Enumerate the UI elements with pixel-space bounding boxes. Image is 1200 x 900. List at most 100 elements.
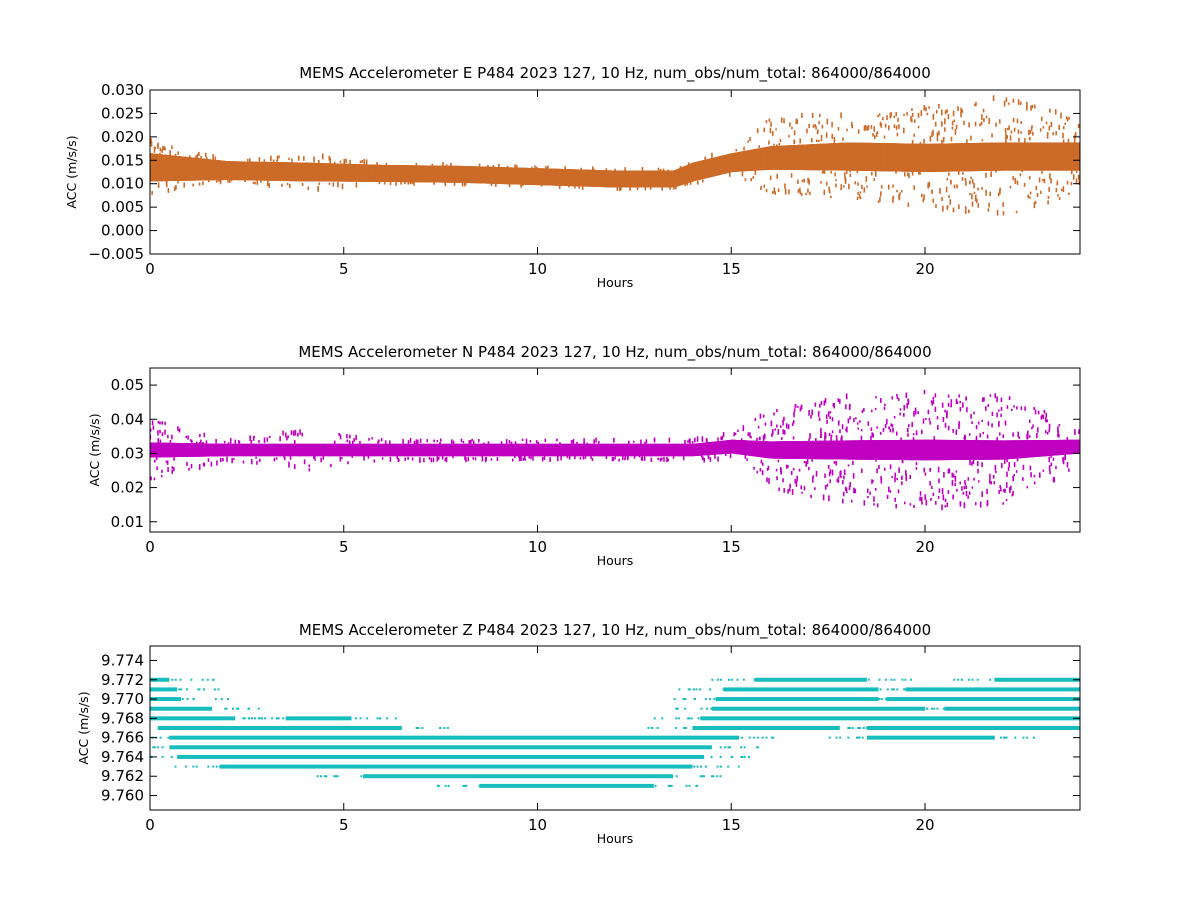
panel-e-data-point — [981, 114, 983, 120]
panel-e-data-point — [870, 125, 873, 130]
panel-n-data-point — [378, 439, 380, 443]
panel-n-data-point — [452, 440, 455, 447]
panel-n-data-point — [156, 466, 158, 471]
panel-e-data-point — [942, 137, 945, 143]
panel-e-data-point — [998, 119, 1001, 124]
panel-e-data-point — [808, 179, 811, 185]
panel-e-data-point — [973, 191, 976, 194]
panel-e-data-point — [883, 135, 886, 139]
panel-n-data-point — [787, 489, 789, 494]
panel-n-data-point — [793, 411, 795, 418]
panel-e-data-point — [1020, 131, 1022, 134]
panel-e-data-point — [845, 168, 848, 174]
panel-n-data-point — [339, 456, 342, 462]
panel-n-data-point — [333, 440, 336, 446]
panel-n-data-point — [341, 457, 343, 460]
panel-e-data-point — [923, 194, 925, 201]
panel-e-data-point — [752, 176, 755, 179]
panel-n-data-point — [663, 456, 665, 462]
panel-e-data-point — [882, 117, 884, 121]
panel-n-data-point — [233, 458, 235, 461]
panel-n-data-point — [384, 440, 387, 445]
panel-e-data-point — [873, 126, 876, 132]
panel-e-data-point — [1017, 99, 1020, 105]
panel-e-data-point — [928, 106, 930, 109]
panel-n-data-point — [428, 456, 431, 460]
panel-e-data-point — [801, 179, 804, 183]
panel-n-data-point — [595, 437, 597, 443]
panel-n-data-point — [556, 455, 559, 462]
panel-n-data-point — [190, 439, 192, 442]
panel-e-data-point — [669, 186, 671, 190]
panel-n-data-point — [373, 459, 376, 463]
panel-e-data-point — [974, 103, 976, 107]
panel-e-data-point — [204, 152, 207, 158]
panel-e-data-point — [1057, 194, 1059, 197]
panel-n-data-point — [199, 441, 201, 445]
panel-n-data-point — [709, 457, 712, 462]
panel-e-data-point — [799, 138, 801, 144]
panel-n-data-point — [701, 436, 704, 442]
panel-n-data-point — [659, 457, 662, 462]
panel-n-data-point — [445, 457, 448, 463]
panel-e-data-point — [815, 139, 818, 143]
panel-n-data-point — [756, 437, 758, 444]
panel-e-data-point — [198, 182, 201, 186]
panel-n-data-point — [234, 439, 237, 445]
panel-n-data-point — [772, 429, 774, 435]
panel-n-data-point — [250, 458, 253, 465]
panel-n-data-point — [696, 436, 699, 442]
panel-e-data-point — [941, 121, 943, 127]
panel-n-data-point — [433, 439, 435, 443]
panel-e-data-point — [227, 177, 229, 183]
panel-n-data-point — [477, 438, 480, 443]
panel-e-data-point — [431, 163, 434, 167]
panel-e-data-point — [1026, 101, 1028, 107]
panel-e-data-point — [506, 165, 509, 169]
panel-e-data-point — [343, 158, 346, 165]
panel-n-data-point — [259, 458, 261, 462]
panel-e-data-point — [328, 155, 331, 161]
panel-e-data-point — [923, 138, 925, 144]
panel-n-data-point — [282, 430, 284, 436]
panel-n-data-point — [668, 437, 671, 443]
panel-n-data-point — [742, 425, 745, 432]
panel-n-data-point — [275, 457, 278, 460]
panel-e-data-point — [286, 182, 289, 186]
panel-e-data-point — [835, 179, 837, 182]
panel-e-data-point — [151, 190, 153, 195]
panel-e-data-point — [619, 185, 621, 192]
panel-e-data-point — [363, 158, 365, 165]
panel-e-data-point — [1050, 121, 1053, 128]
panel-e-data-point — [866, 185, 868, 188]
panel-e-data-point — [890, 112, 892, 118]
panel-e-data-point — [995, 170, 997, 173]
panel-e-data-point — [979, 123, 981, 127]
panel-e-data-point — [1031, 125, 1033, 128]
panel-n-data-point — [338, 432, 340, 436]
panel-e-data-point — [815, 126, 817, 130]
panel-e-data-point — [1021, 169, 1024, 173]
panel-e-data-point — [821, 171, 824, 174]
panel-e-data-point — [968, 122, 970, 128]
panel-e-data-point — [605, 168, 608, 172]
panel-e-data-point — [165, 181, 168, 188]
panel-n-data-point — [618, 458, 620, 462]
panel-e-data-point — [768, 118, 771, 122]
panel-e-y-ticks: −0.0050.0000.0050.0100.0150.0200.0250.03… — [88, 81, 1080, 263]
panel-e-data-point — [966, 139, 968, 144]
panel-e-data-point — [522, 183, 524, 186]
panel-e-data-point — [884, 123, 887, 128]
panel-e-data-point — [1039, 128, 1042, 132]
panel-e-data-point — [908, 173, 910, 179]
panel-n-data-point — [582, 455, 585, 460]
panel-n-data-point — [223, 440, 226, 444]
panel-n-data-point — [484, 457, 487, 463]
panel-e-data-point — [383, 179, 386, 185]
panel-n-data-point — [714, 453, 716, 459]
panel-e-data-point — [154, 146, 156, 150]
panel-n-data-point — [190, 463, 193, 469]
panel-e-data-point — [1055, 131, 1057, 136]
panel-n-data-point — [161, 432, 164, 437]
panel-e-data-point — [907, 202, 910, 207]
